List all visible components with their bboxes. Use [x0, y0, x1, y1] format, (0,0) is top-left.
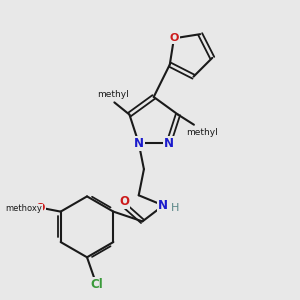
Text: Cl: Cl — [90, 278, 103, 291]
Text: N: N — [164, 136, 174, 150]
Text: O: O — [119, 195, 129, 208]
Text: methyl: methyl — [186, 128, 218, 137]
Text: N: N — [158, 199, 168, 212]
Text: N: N — [134, 136, 144, 150]
Text: H: H — [171, 203, 180, 213]
Text: O: O — [169, 33, 178, 43]
Text: O: O — [36, 202, 45, 213]
Text: methoxy: methoxy — [5, 204, 42, 213]
Text: methyl: methyl — [97, 90, 129, 99]
